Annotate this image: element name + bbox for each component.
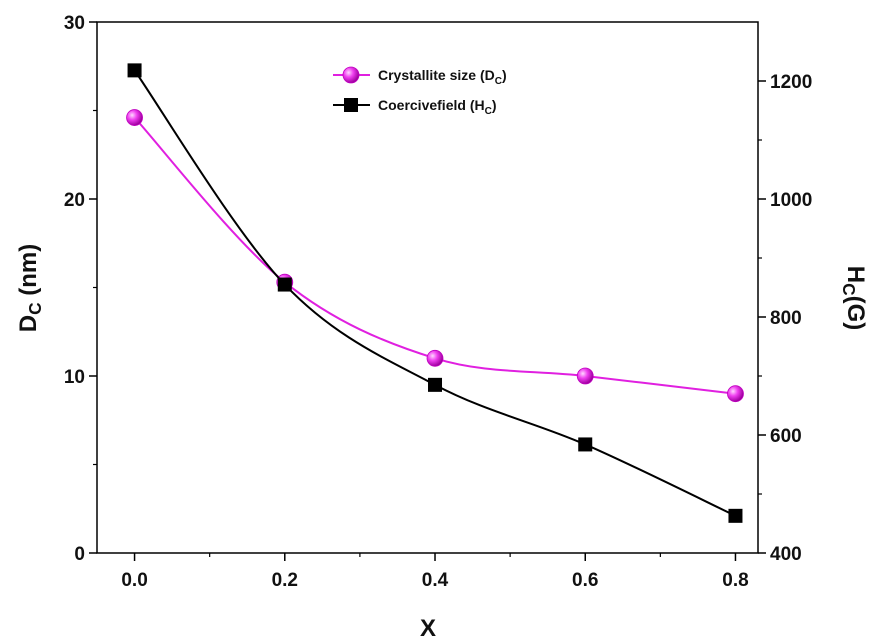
legend: Crystallite size (DC) Coercivefield (HC) <box>333 66 507 117</box>
legend-marker-coercive <box>344 98 358 112</box>
series-point-circle <box>426 349 444 367</box>
y-right-tick-label: 1200 <box>770 72 812 93</box>
series-line-1 <box>133 69 736 517</box>
y-left-tick-label: 10 <box>64 367 85 388</box>
x-axis-ticks: 0.0 0.2 0.4 0.6 0.8 <box>121 553 749 591</box>
series-point-square <box>728 508 743 523</box>
y-right-tick-label: 800 <box>770 308 802 329</box>
series-point-square <box>428 377 443 392</box>
series-point-circle <box>576 367 594 385</box>
x-tick-label: 0.6 <box>572 570 598 591</box>
series-point-circle <box>126 109 143 126</box>
x-axis-title: X <box>420 615 436 642</box>
legend-label-coercive: Coercivefield (HC) <box>378 97 497 117</box>
x-tick-label: 0.2 <box>272 570 298 591</box>
y-left-tick-label: 30 <box>64 13 85 34</box>
legend-marker-crystallite <box>342 66 360 84</box>
series-point-square <box>578 437 593 452</box>
y-right-tick-label: 400 <box>770 544 802 565</box>
x-tick-label: 0.8 <box>722 570 748 591</box>
y-axis-left-title: DC (nm) <box>15 244 45 332</box>
legend-label-crystallite: Crystallite size (DC) <box>378 67 507 87</box>
y-axis-left-ticks: 0 10 20 30 <box>64 13 97 565</box>
y-left-tick-label: 20 <box>64 190 85 211</box>
y-right-tick-label: 1000 <box>770 190 812 211</box>
x-tick-label: 0.4 <box>422 570 449 591</box>
series-point-square <box>277 277 292 292</box>
x-tick-label: 0.0 <box>121 570 147 591</box>
y-right-tick-label: 600 <box>770 426 802 447</box>
series-point-circle <box>727 385 744 403</box>
y-left-tick-label: 0 <box>74 544 85 565</box>
series-point-square <box>127 63 142 78</box>
y-axis-right-title: HC(G) <box>839 266 869 330</box>
series-layer <box>126 63 744 523</box>
y-axis-right-ticks: 400 600 800 1000 1200 <box>758 72 812 565</box>
